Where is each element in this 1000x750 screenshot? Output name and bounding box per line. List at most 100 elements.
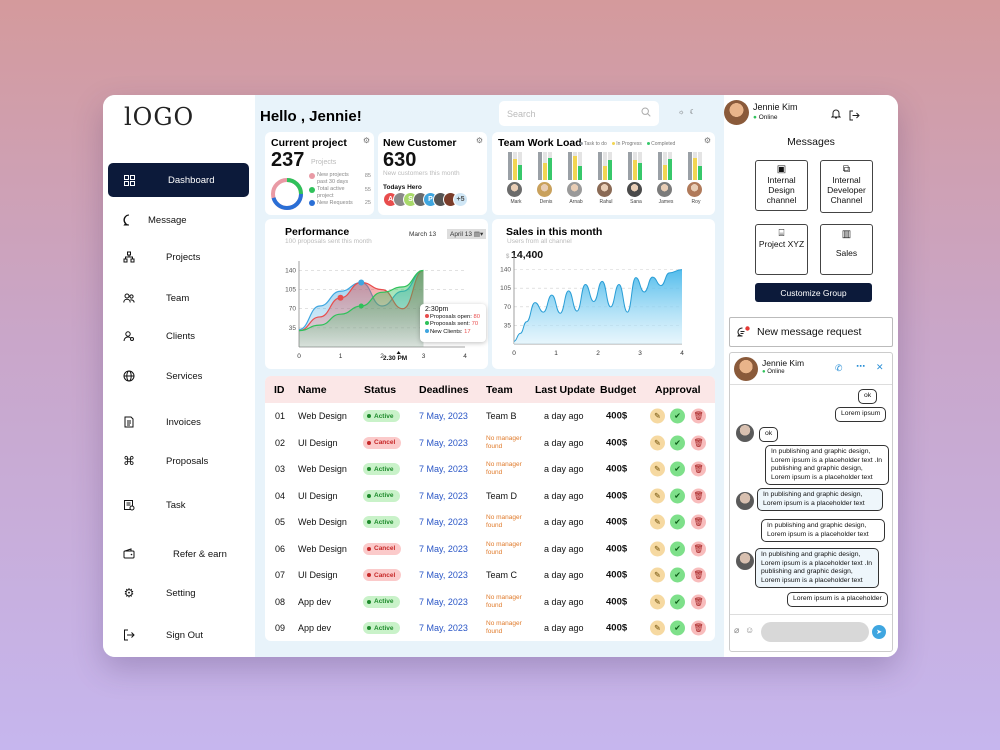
- sidebar-item-setting[interactable]: ⚙ Setting: [108, 576, 249, 610]
- edit-icon[interactable]: ✎: [650, 488, 665, 504]
- delete-icon[interactable]: 🗑: [691, 408, 706, 424]
- attach-icon[interactable]: ⌀: [734, 625, 740, 635]
- workload-bar-todo: [538, 152, 542, 180]
- approve-icon[interactable]: ✔: [670, 594, 685, 610]
- bell-icon[interactable]: [830, 108, 842, 122]
- table-row[interactable]: 08 App dev Active 7 May, 2023 No manager fou…: [265, 589, 715, 616]
- table-row[interactable]: 09 App dev Active 7 May, 2023 No manager fou…: [265, 615, 715, 641]
- sidebar-item-proposals[interactable]: ⌘ Proposals: [108, 444, 249, 478]
- date-picker[interactable]: April 13 ▤▾: [447, 229, 487, 239]
- hero-avatar[interactable]: +5: [453, 192, 468, 207]
- edit-icon[interactable]: ✎: [650, 541, 665, 557]
- table-row[interactable]: 03 Web Design Active 7 May, 2023 No manager …: [265, 456, 715, 483]
- member-avatar[interactable]: [597, 182, 612, 197]
- approve-icon[interactable]: ✔: [670, 514, 685, 530]
- chat-input[interactable]: [761, 622, 869, 642]
- delete-icon[interactable]: 🗑: [691, 488, 706, 504]
- sidebar-item-refer[interactable]: Refer & earn: [108, 537, 249, 571]
- sidebar-item-team[interactable]: Team: [108, 281, 249, 315]
- gear-icon[interactable]: ⚙: [475, 136, 483, 145]
- sidebar-item-invoices[interactable]: Invoices: [108, 405, 249, 439]
- more-icon[interactable]: ⋯: [856, 361, 865, 371]
- send-icon[interactable]: ➤: [872, 625, 886, 639]
- sidebar-item-services[interactable]: Services: [108, 359, 249, 393]
- member-avatar[interactable]: [507, 182, 522, 197]
- delete-icon[interactable]: 🗑: [691, 435, 706, 451]
- sales-icon: ▥: [841, 229, 852, 240]
- group-internal-developer[interactable]: ⧉ Internal Developer Channel: [820, 160, 873, 213]
- gear-icon[interactable]: ⚙: [362, 136, 370, 145]
- approve-icon[interactable]: ✔: [670, 567, 685, 583]
- approve-icon[interactable]: ✔: [670, 408, 685, 424]
- status-dot: [367, 573, 371, 578]
- approve-icon[interactable]: ✔: [670, 435, 685, 451]
- approve-icon[interactable]: ✔: [670, 541, 685, 557]
- close-icon[interactable]: ✕: [876, 362, 884, 372]
- y-tick-label: 105: [285, 287, 296, 294]
- edit-icon[interactable]: ✎: [650, 567, 665, 583]
- signout-icon: [122, 628, 136, 642]
- performance-card: Performance 100 proposals sent this mont…: [265, 219, 488, 369]
- member-avatar[interactable]: [657, 182, 672, 197]
- phone-icon[interactable]: ✆: [835, 363, 843, 373]
- sidebar-item-message[interactable]: Message: [108, 203, 249, 237]
- edit-icon[interactable]: ✎: [650, 408, 665, 424]
- delete-icon[interactable]: 🗑: [691, 567, 706, 583]
- edit-icon[interactable]: ✎: [650, 461, 665, 477]
- emoji-icon[interactable]: ☺: [745, 625, 755, 635]
- group-project-xyz[interactable]: ⌸ Project XYZ: [755, 224, 808, 275]
- sidebar-item-task[interactable]: Task: [108, 488, 249, 522]
- sidebar-item-projects[interactable]: Projects: [108, 240, 249, 274]
- x-tick-label: 2: [596, 350, 600, 357]
- member-avatar[interactable]: [627, 182, 642, 197]
- delete-icon[interactable]: 🗑: [691, 541, 706, 557]
- theme-toggle[interactable]: ☼☾: [678, 108, 701, 116]
- edit-icon[interactable]: ✎: [650, 435, 665, 451]
- workload-bar-progress: [693, 157, 697, 180]
- delete-icon[interactable]: 🗑: [691, 594, 706, 610]
- member-avatar[interactable]: [567, 182, 582, 197]
- table-row[interactable]: 07 UI Design Cancel 7 May, 2023 Team C a day …: [265, 562, 715, 589]
- globe-icon: [122, 369, 136, 383]
- workload-bar-done: [638, 163, 642, 180]
- user-status-text: Online: [758, 114, 778, 121]
- member-avatar[interactable]: [537, 182, 552, 197]
- gear-icon[interactable]: ⚙: [703, 136, 711, 145]
- sidebar-item-label: Message: [148, 214, 187, 226]
- edit-icon[interactable]: ✎: [650, 620, 665, 636]
- new-message-request[interactable]: New message request: [729, 317, 893, 347]
- row-name: Web Design: [298, 464, 347, 475]
- group-internal-design[interactable]: ▣ Internal Design channel: [755, 160, 808, 211]
- sidebar-item-clients[interactable]: Clients: [108, 319, 249, 353]
- legend-item: New projects past 30 days 85: [309, 172, 371, 186]
- member-name: James: [658, 199, 674, 205]
- user-avatar[interactable]: [724, 100, 749, 125]
- approve-icon[interactable]: ✔: [670, 620, 685, 636]
- status-dot: [367, 493, 371, 498]
- approve-icon[interactable]: ✔: [670, 488, 685, 504]
- edit-icon[interactable]: ✎: [650, 514, 665, 530]
- signout-icon[interactable]: [849, 108, 860, 126]
- delete-icon[interactable]: 🗑: [691, 620, 706, 636]
- table-row[interactable]: 04 UI Design Active 7 May, 2023 Team D a day …: [265, 483, 715, 510]
- search-input[interactable]: Search: [499, 101, 659, 126]
- tooltip-label: Proposals sent:: [430, 321, 470, 327]
- delete-icon[interactable]: 🗑: [691, 514, 706, 530]
- row-budget: 400$: [606, 490, 628, 502]
- customize-group-button[interactable]: Customize Group: [755, 283, 872, 302]
- delete-icon[interactable]: 🗑: [691, 461, 706, 477]
- table-row[interactable]: 06 Web Design Cancel 7 May, 2023 No manager …: [265, 536, 715, 563]
- edit-icon[interactable]: ✎: [650, 594, 665, 610]
- table-row[interactable]: 01 Web Design Active 7 May, 2023 Team B a day…: [265, 403, 715, 430]
- y-tick-label: 140: [285, 267, 296, 274]
- sidebar-item-dashboard[interactable]: Dashboard: [108, 163, 249, 197]
- row-deadline: 7 May, 2023: [419, 543, 468, 554]
- approve-icon[interactable]: ✔: [670, 461, 685, 477]
- workload-bar-track: [698, 152, 702, 180]
- table-row[interactable]: 02 UI Design Cancel 7 May, 2023 No manager f…: [265, 430, 715, 457]
- member-avatar[interactable]: [687, 182, 702, 197]
- group-sales[interactable]: ▥ Sales: [820, 224, 873, 275]
- tooltip-line: New Clients: 17: [425, 329, 481, 337]
- sidebar-item-signout[interactable]: Sign Out: [108, 618, 249, 652]
- table-row[interactable]: 05 Web Design Active 7 May, 2023 No manager …: [265, 509, 715, 536]
